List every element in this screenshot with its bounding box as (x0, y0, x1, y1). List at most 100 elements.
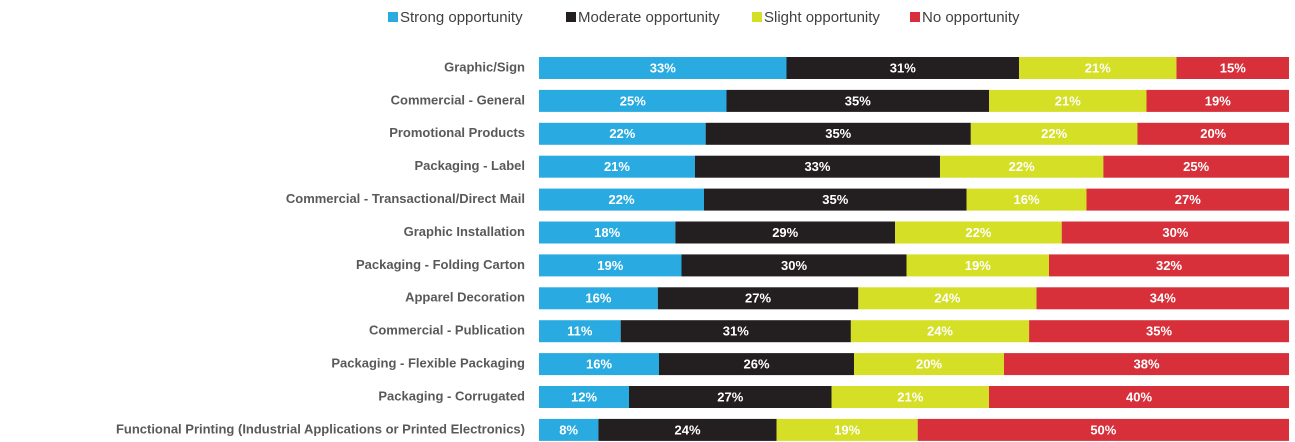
category-label: Packaging - Label (414, 158, 525, 173)
category-label: Promotional Products (389, 125, 525, 140)
value-label: 22% (608, 192, 634, 207)
bar-segment (726, 89, 989, 112)
value-label: 31% (723, 324, 749, 339)
value-label: 16% (586, 357, 612, 372)
bar-segment (629, 386, 832, 408)
legend-swatch (566, 12, 576, 22)
bar-segment (1086, 188, 1289, 211)
bar-segment (539, 122, 706, 145)
bar-segment (539, 155, 695, 178)
bar-segment (1029, 320, 1289, 343)
category-label: Functional Printing (Industrial Applicat… (116, 421, 525, 436)
value-label: 19% (834, 422, 860, 437)
value-label: 8% (559, 422, 578, 437)
bar-segment (1137, 122, 1289, 145)
value-label: 33% (650, 60, 676, 75)
value-label: 19% (965, 258, 991, 273)
value-label: 27% (717, 389, 743, 404)
bar-segment (970, 122, 1138, 145)
value-label: 50% (1090, 422, 1116, 437)
bar-segment (705, 122, 971, 145)
bar-segment (1146, 89, 1289, 112)
bar-segment (786, 57, 1019, 79)
bar-segment (539, 89, 727, 112)
value-label: 24% (674, 422, 700, 437)
bar-segment (657, 287, 859, 310)
legend-label: Moderate opportunity (578, 9, 720, 26)
bar-segment (989, 386, 1289, 408)
value-label: 24% (934, 291, 960, 306)
value-label: 20% (1200, 126, 1226, 141)
bar-segment (1019, 57, 1177, 79)
value-label: 30% (781, 258, 807, 273)
category-label: Commercial - General (391, 92, 525, 107)
bar-segment (906, 254, 1049, 277)
bar-segment (620, 320, 851, 343)
value-label: 21% (897, 389, 923, 404)
legend-swatch (910, 12, 920, 22)
bar-segment (1176, 57, 1289, 79)
category-label: Commercial - Transactional/Direct Mail (286, 191, 525, 206)
legend-label: Slight opportunity (764, 9, 880, 26)
bar-segment (917, 418, 1289, 441)
category-label: Packaging - Corrugated (378, 388, 525, 403)
value-label: 35% (825, 126, 851, 141)
value-label: 35% (1146, 324, 1172, 339)
category-label: Packaging - Folding Carton (356, 257, 525, 272)
bar-segment (1049, 254, 1289, 277)
bar-segment (939, 155, 1104, 178)
legend-label: No opportunity (922, 9, 1020, 26)
bar-segment (539, 320, 621, 343)
category-label: Graphic/Sign (444, 59, 525, 74)
value-label: 21% (1085, 60, 1111, 75)
category-label: Graphic Installation (404, 224, 525, 239)
value-label: 22% (1009, 159, 1035, 174)
bar-segment (1061, 221, 1289, 244)
bar-segment (539, 221, 676, 244)
value-label: 33% (804, 159, 830, 174)
bar-segment (681, 254, 907, 277)
bar-segment (989, 89, 1147, 112)
bar-segment (659, 353, 854, 376)
value-label: 35% (822, 192, 848, 207)
value-label: 21% (604, 159, 630, 174)
bar-segment (694, 155, 940, 178)
legend-label: Strong opportunity (400, 9, 523, 26)
value-label: 29% (772, 225, 798, 240)
bar-segment (539, 188, 704, 211)
bar-segment (675, 221, 896, 244)
value-label: 22% (965, 225, 991, 240)
value-label: 27% (745, 291, 771, 306)
bar-segment (831, 386, 989, 408)
category-label: Packaging - Flexible Packaging (331, 356, 525, 371)
legend-swatch (752, 12, 762, 22)
value-label: 30% (1162, 225, 1188, 240)
value-label: 19% (1205, 93, 1231, 108)
bar-segment (966, 188, 1087, 211)
bar-segment (539, 57, 787, 79)
legend-swatch (388, 12, 398, 22)
bar-segment (539, 418, 599, 441)
category-label: Commercial - Publication (369, 323, 525, 338)
value-label: 16% (1013, 192, 1039, 207)
bar-segment (854, 353, 1004, 376)
bar-segment (539, 254, 682, 277)
bar-segment (539, 386, 629, 408)
value-label: 12% (571, 389, 597, 404)
bar-segment (858, 287, 1037, 310)
bar-segment (598, 418, 777, 441)
value-label: 20% (916, 357, 942, 372)
value-label: 31% (890, 60, 916, 75)
value-label: 15% (1220, 60, 1246, 75)
category-label: Apparel Decoration (405, 290, 525, 305)
bar-segment (1004, 353, 1289, 376)
value-label: 26% (743, 357, 769, 372)
bar-segment (850, 320, 1030, 343)
bar-segment (776, 418, 918, 441)
value-label: 18% (594, 225, 620, 240)
value-label: 32% (1156, 258, 1182, 273)
value-label: 24% (927, 324, 953, 339)
value-label: 21% (1055, 93, 1081, 108)
bar-segment (539, 287, 658, 310)
